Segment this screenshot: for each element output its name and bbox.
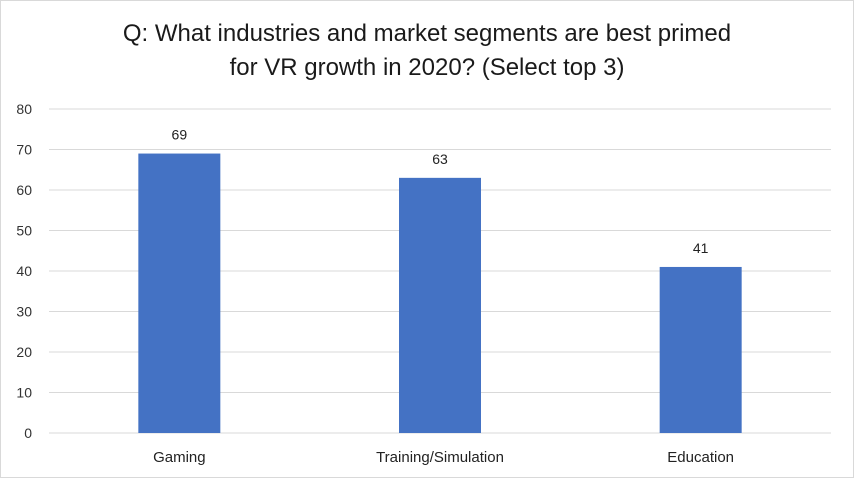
bar-education — [659, 266, 742, 433]
bar-gaming — [138, 153, 221, 434]
x-tick-label: Gaming — [153, 449, 206, 466]
y-tick-label: 10 — [16, 385, 32, 401]
bar-training-simulation — [399, 177, 481, 433]
chart-title-line-2: for VR growth in 2020? (Select top 3) — [229, 54, 625, 81]
y-tick-label: 50 — [16, 223, 32, 239]
chart-title-line-1: Q: What industries and market segments a… — [122, 20, 732, 47]
y-tick-label: 30 — [16, 304, 32, 320]
bars — [138, 153, 742, 434]
y-tick-label: 60 — [16, 182, 32, 198]
data-labels: 69 63 41 — [172, 127, 709, 256]
chart-title: Q: What industries and market segments a… — [1, 17, 853, 85]
y-tick-label: 0 — [24, 425, 32, 441]
x-tick-label: Education — [667, 449, 734, 466]
data-label: 41 — [693, 240, 709, 256]
x-tick-label: Training/Simulation — [376, 449, 504, 466]
y-tick-label: 20 — [16, 344, 32, 360]
y-tick-label: 70 — [16, 142, 32, 158]
y-axis: 0 10 20 30 40 50 60 70 80 — [16, 101, 32, 441]
x-axis: Gaming Training/Simulation Education — [153, 449, 734, 466]
y-tick-label: 40 — [16, 263, 32, 279]
y-tick-label: 80 — [16, 101, 32, 117]
data-label: 63 — [432, 151, 448, 167]
data-label: 69 — [172, 127, 188, 143]
